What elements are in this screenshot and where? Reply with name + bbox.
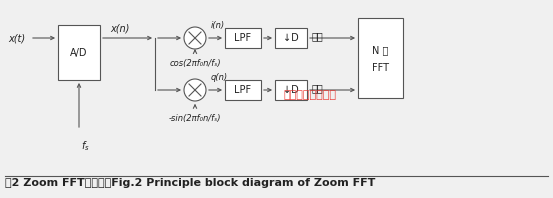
Text: 图2 Zoom FFT原理框图Fig.2 Principle block diagram of Zoom FFT: 图2 Zoom FFT原理框图Fig.2 Principle block dia… (5, 178, 375, 188)
Text: x(n): x(n) (110, 23, 130, 33)
Text: A/D: A/D (70, 48, 88, 57)
Text: ↓D: ↓D (283, 85, 299, 95)
Text: 虚部: 虚部 (312, 83, 324, 93)
Text: N 点: N 点 (372, 45, 389, 55)
FancyBboxPatch shape (275, 28, 307, 48)
FancyBboxPatch shape (275, 80, 307, 100)
Text: LPF: LPF (234, 85, 252, 95)
Circle shape (184, 79, 206, 101)
Text: $f_s$: $f_s$ (81, 139, 90, 153)
FancyBboxPatch shape (225, 28, 261, 48)
Circle shape (184, 27, 206, 49)
Text: FFT: FFT (372, 63, 389, 73)
Text: x(t): x(t) (8, 33, 25, 43)
Text: i(n): i(n) (211, 21, 225, 30)
FancyBboxPatch shape (58, 25, 100, 80)
Text: LPF: LPF (234, 33, 252, 43)
FancyBboxPatch shape (225, 80, 261, 100)
Text: 江苏华云流量计厂: 江苏华云流量计厂 (284, 90, 336, 100)
Text: cos(2πf₀n/fₛ): cos(2πf₀n/fₛ) (169, 58, 221, 68)
Text: ↓D: ↓D (283, 33, 299, 43)
Text: q(n): q(n) (211, 73, 228, 82)
Text: -sin(2πf₀n/fₛ): -sin(2πf₀n/fₛ) (169, 113, 221, 123)
Text: 实部: 实部 (312, 31, 324, 41)
FancyBboxPatch shape (358, 18, 403, 98)
